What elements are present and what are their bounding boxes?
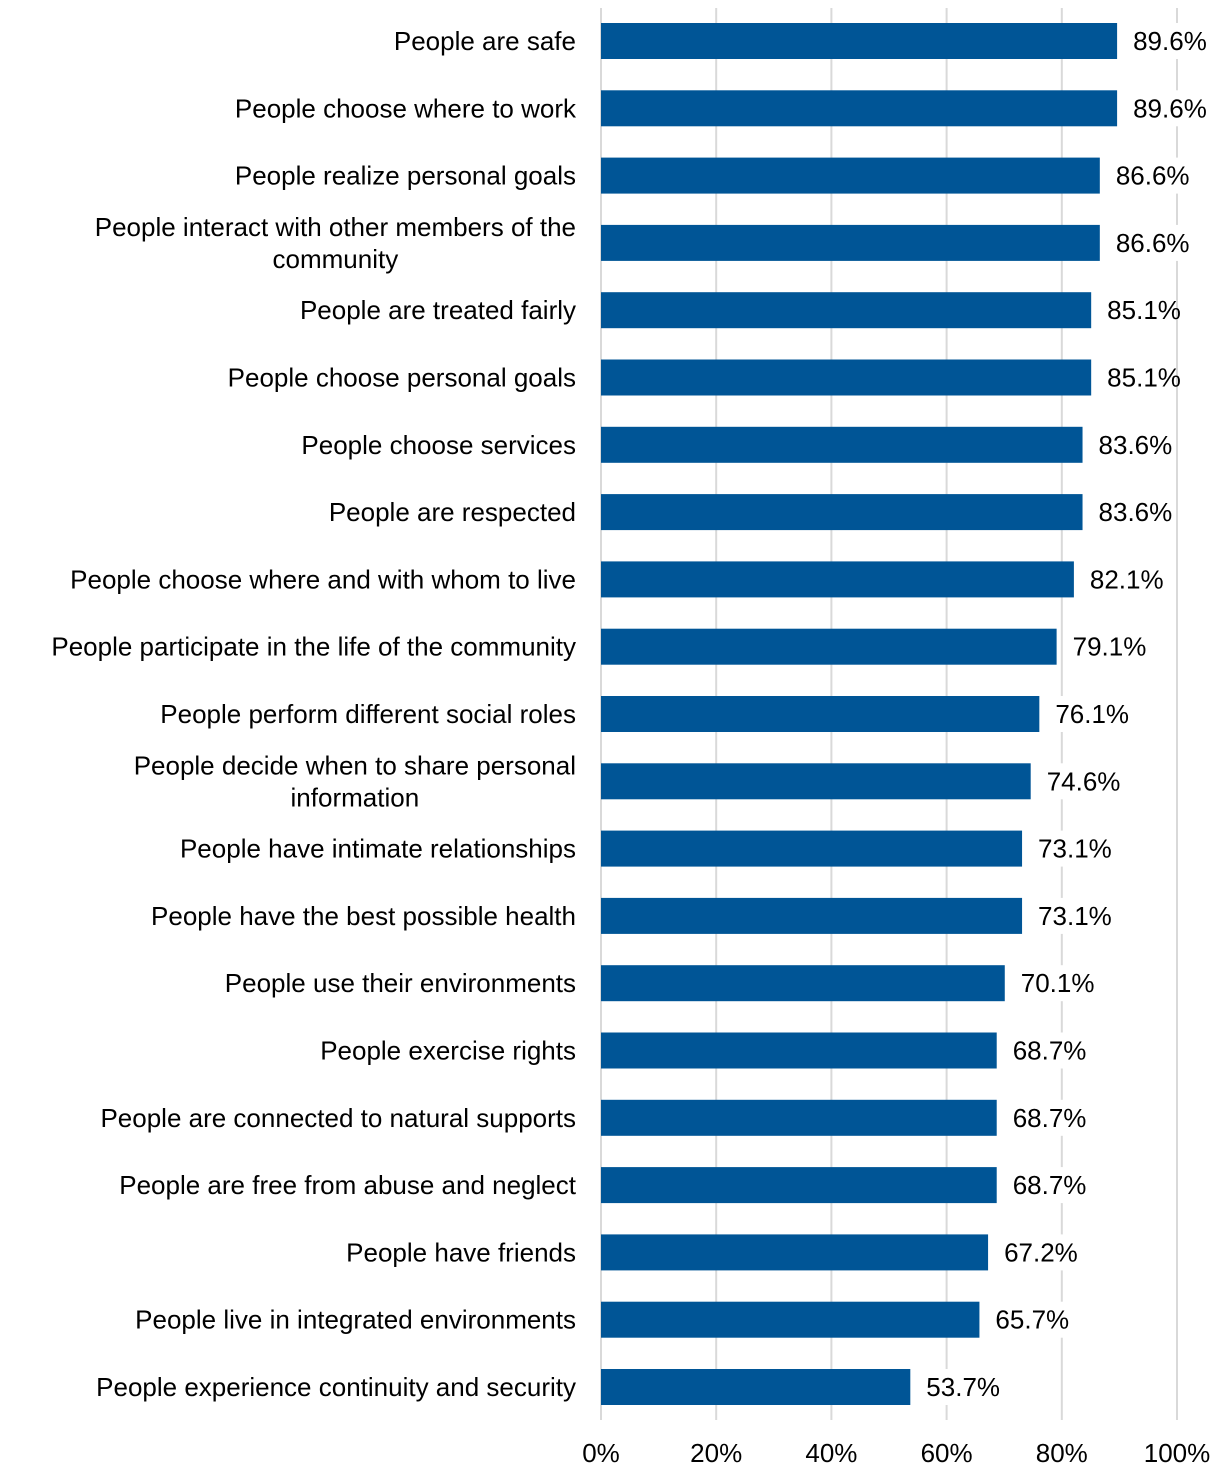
bar <box>601 897 1023 934</box>
category-label: People use their environments <box>225 968 576 998</box>
category-label: People choose services <box>301 430 576 460</box>
category-label: People are connected to natural supports <box>100 1103 576 1133</box>
bar <box>601 1099 997 1136</box>
value-label: 86.6% <box>1116 228 1190 258</box>
bar <box>601 763 1031 800</box>
bar <box>601 628 1057 665</box>
category-label: People have intimate relationships <box>180 834 576 864</box>
value-label-background <box>918 1369 995 1405</box>
value-label-background <box>1090 426 1167 463</box>
value-label-background <box>1125 23 1202 59</box>
category-label: People are treated fairly <box>300 295 576 325</box>
value-label-background <box>1004 1167 1081 1204</box>
value-label-background <box>1099 292 1176 329</box>
value-label-background <box>1081 561 1158 598</box>
category-label: community <box>273 244 399 274</box>
category-label: People are respected <box>329 497 576 527</box>
value-label: 82.1% <box>1090 564 1164 594</box>
value-label: 73.1% <box>1038 834 1112 864</box>
x-axis-ticks: 0% 20% 40% 60% 80% 100% <box>582 1438 1210 1467</box>
value-label: 89.6% <box>1133 26 1207 56</box>
x-tick-label: 40% <box>805 1438 857 1467</box>
category-label: People have friends <box>346 1237 576 1267</box>
category-label: People are safe <box>394 26 576 56</box>
x-tick-label: 80% <box>1036 1438 1088 1467</box>
category-label: People choose where and with whom to liv… <box>70 564 576 594</box>
bar <box>601 1369 911 1405</box>
x-tick-label: 100% <box>1144 1438 1211 1467</box>
value-label-background <box>1012 965 1089 1002</box>
value-label: 67.2% <box>1004 1237 1078 1267</box>
value-label: 86.6% <box>1116 161 1190 191</box>
value-label: 89.6% <box>1133 93 1207 123</box>
category-label: People are free from abuse and neglect <box>119 1170 577 1200</box>
x-tick-label: 60% <box>921 1438 973 1467</box>
value-label: 85.1% <box>1107 295 1181 325</box>
bar <box>601 23 1118 59</box>
category-label: information <box>291 782 420 812</box>
bar <box>601 830 1023 867</box>
category-label: People exercise rights <box>320 1036 576 1066</box>
x-tick-label: 20% <box>690 1438 742 1467</box>
bar <box>601 157 1100 194</box>
value-label-background <box>1090 494 1167 531</box>
value-label: 76.1% <box>1055 699 1129 729</box>
value-label-background <box>987 1301 1064 1338</box>
value-label: 79.1% <box>1073 632 1147 662</box>
value-label-background <box>1107 224 1184 261</box>
value-label-background <box>1038 763 1115 800</box>
value-label-background <box>1107 157 1184 194</box>
bar <box>601 426 1083 463</box>
bar <box>601 292 1092 329</box>
value-label-background <box>1047 696 1124 732</box>
value-label-background <box>1004 1099 1081 1136</box>
category-label: People experience continuity and securit… <box>96 1372 576 1402</box>
value-label: 68.7% <box>1013 1036 1087 1066</box>
category-label: People choose personal goals <box>228 363 576 393</box>
value-label-background <box>1125 90 1202 127</box>
category-label: People participate in the life of the co… <box>51 632 576 662</box>
value-label: 68.7% <box>1013 1103 1087 1133</box>
category-label: People interact with other members of th… <box>95 212 576 242</box>
bar <box>601 1234 989 1271</box>
category-label: People perform different social roles <box>160 699 576 729</box>
category-label: People choose where to work <box>235 93 577 123</box>
category-label: People live in integrated environments <box>135 1305 576 1335</box>
value-label: 53.7% <box>926 1372 1000 1402</box>
bar <box>601 965 1005 1002</box>
bars <box>601 23 1118 1405</box>
category-labels: People are safe People choose where to wo… <box>51 26 577 1402</box>
value-label: 83.6% <box>1099 497 1173 527</box>
value-label: 68.7% <box>1013 1170 1087 1200</box>
bar <box>601 1301 980 1338</box>
value-label: 74.6% <box>1047 766 1121 796</box>
bar <box>601 90 1118 127</box>
bar <box>601 224 1100 261</box>
bar <box>601 696 1040 732</box>
bar <box>601 359 1092 396</box>
category-label: People have the best possible health <box>151 901 576 931</box>
value-label: 83.6% <box>1099 430 1173 460</box>
value-label: 85.1% <box>1107 363 1181 393</box>
value-label: 65.7% <box>995 1305 1069 1335</box>
value-label: 73.1% <box>1038 901 1112 931</box>
value-label-background <box>1030 830 1107 867</box>
value-label-background <box>996 1234 1073 1271</box>
value-label-background <box>1004 1032 1081 1069</box>
category-label: People decide when to share personal <box>134 750 576 780</box>
x-tick-label: 0% <box>582 1438 620 1467</box>
value-label-background <box>1030 897 1107 934</box>
value-label-background <box>1064 628 1141 665</box>
bar <box>601 494 1083 531</box>
bar <box>601 1167 997 1204</box>
bar <box>601 1032 997 1069</box>
value-label: 70.1% <box>1021 968 1095 998</box>
bar <box>601 561 1074 598</box>
value-label-background <box>1099 359 1176 396</box>
category-label: People realize personal goals <box>235 161 576 191</box>
value-labels: 89.6% 89.6% 86.6% 86.6% 85.1% 85.1% 83.6% 83.6%… <box>918 23 1207 1405</box>
